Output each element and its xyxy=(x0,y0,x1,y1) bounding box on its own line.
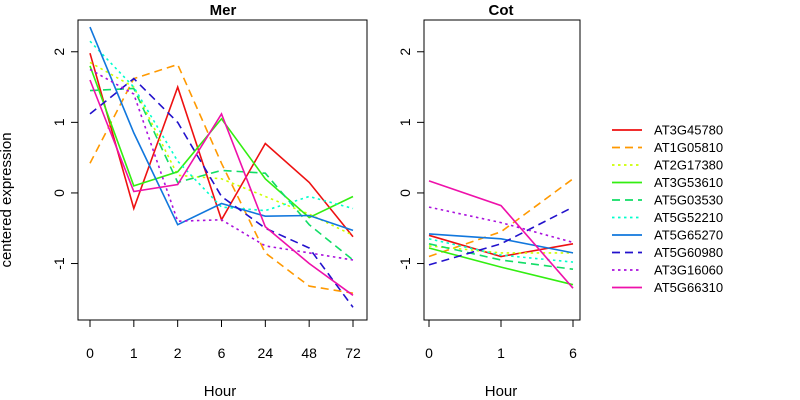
legend: AT3G45780 AT1G05810 AT2G17380 AT3G53610 AT5G… xyxy=(612,123,723,295)
series-line-at5g52210 xyxy=(89,40,354,212)
panel-title-cot: Cot xyxy=(489,2,514,19)
panel-cot: Cot -1 0 1 2 0 1 6 Hour xyxy=(397,2,581,400)
x-axis-label-mer: Hour xyxy=(204,383,237,400)
legend-label: AT1G05810 xyxy=(654,140,723,155)
series-line-at3g16060 xyxy=(89,68,354,261)
y-tick-label: 0 xyxy=(51,189,67,197)
x-axis-label-cot: Hour xyxy=(485,383,518,400)
x-axis-mer: 0 1 2 6 24 48 72 xyxy=(86,320,361,361)
series-line-at3g53610 xyxy=(428,247,574,286)
panel-title-mer: Mer xyxy=(210,2,237,19)
x-tick-label: 6 xyxy=(218,345,226,361)
y-tick-label: -1 xyxy=(51,257,67,270)
x-tick-label: 6 xyxy=(569,345,577,361)
legend-label: AT3G45780 xyxy=(654,123,723,138)
y-tick-label: 2 xyxy=(51,48,67,56)
series-line-at5g03530 xyxy=(89,87,354,261)
y-tick-label: 1 xyxy=(51,118,67,126)
x-tick-label: 1 xyxy=(497,345,505,361)
x-tick-label: 0 xyxy=(86,345,94,361)
x-tick-label: 1 xyxy=(130,345,138,361)
series-line-at3g53610 xyxy=(89,65,354,219)
x-axis-cot: 0 1 6 xyxy=(425,320,577,361)
series-line-at5g65270 xyxy=(428,233,574,254)
series-line-at3g16060 xyxy=(428,206,574,244)
x-tick-label: 2 xyxy=(174,345,182,361)
x-tick-label: 72 xyxy=(345,345,361,361)
series-line-at5g65270 xyxy=(89,26,354,232)
series-line-at5g66310 xyxy=(428,180,574,289)
series-line-at5g66310 xyxy=(89,79,354,296)
legend-label: AT5G03530 xyxy=(654,193,723,208)
plot-box-cot xyxy=(423,19,581,321)
legend-label: AT2G17380 xyxy=(654,158,723,173)
legend-label: AT5G66310 xyxy=(654,280,723,295)
y-axis-cot: -1 0 1 2 xyxy=(397,48,424,270)
series-lines-cot xyxy=(428,178,574,289)
x-tick-label: 0 xyxy=(425,345,433,361)
legend-label: AT5G65270 xyxy=(654,228,723,243)
y-tick-label: 1 xyxy=(397,118,413,126)
series-line-at5g60980 xyxy=(89,77,354,308)
series-line-at2g17380 xyxy=(428,245,573,254)
y-tick-label: 2 xyxy=(397,48,413,56)
y-axis-label: centered expression xyxy=(0,132,15,267)
x-tick-label: 48 xyxy=(301,345,317,361)
legend-label: AT3G16060 xyxy=(654,263,723,278)
legend-label: AT3G53610 xyxy=(654,175,723,190)
series-line-at3g45780 xyxy=(89,52,354,238)
series-lines-mer xyxy=(89,26,354,308)
x-tick-label: 24 xyxy=(258,345,274,361)
series-line-at1g05810 xyxy=(428,178,574,258)
y-tick-label: -1 xyxy=(397,257,413,270)
series-line-at2g17380 xyxy=(89,61,354,237)
y-axis-mer: -1 0 1 2 xyxy=(51,48,78,270)
series-line-at5g03530 xyxy=(428,243,574,270)
panel-mer: Mer -1 0 1 2 0 1 2 6 24 48 72 Hour xyxy=(51,2,368,400)
y-tick-label: 0 xyxy=(397,189,413,197)
legend-label: AT5G52210 xyxy=(654,210,723,225)
plot-box-mer xyxy=(77,19,368,321)
legend-label: AT5G60980 xyxy=(654,245,723,260)
